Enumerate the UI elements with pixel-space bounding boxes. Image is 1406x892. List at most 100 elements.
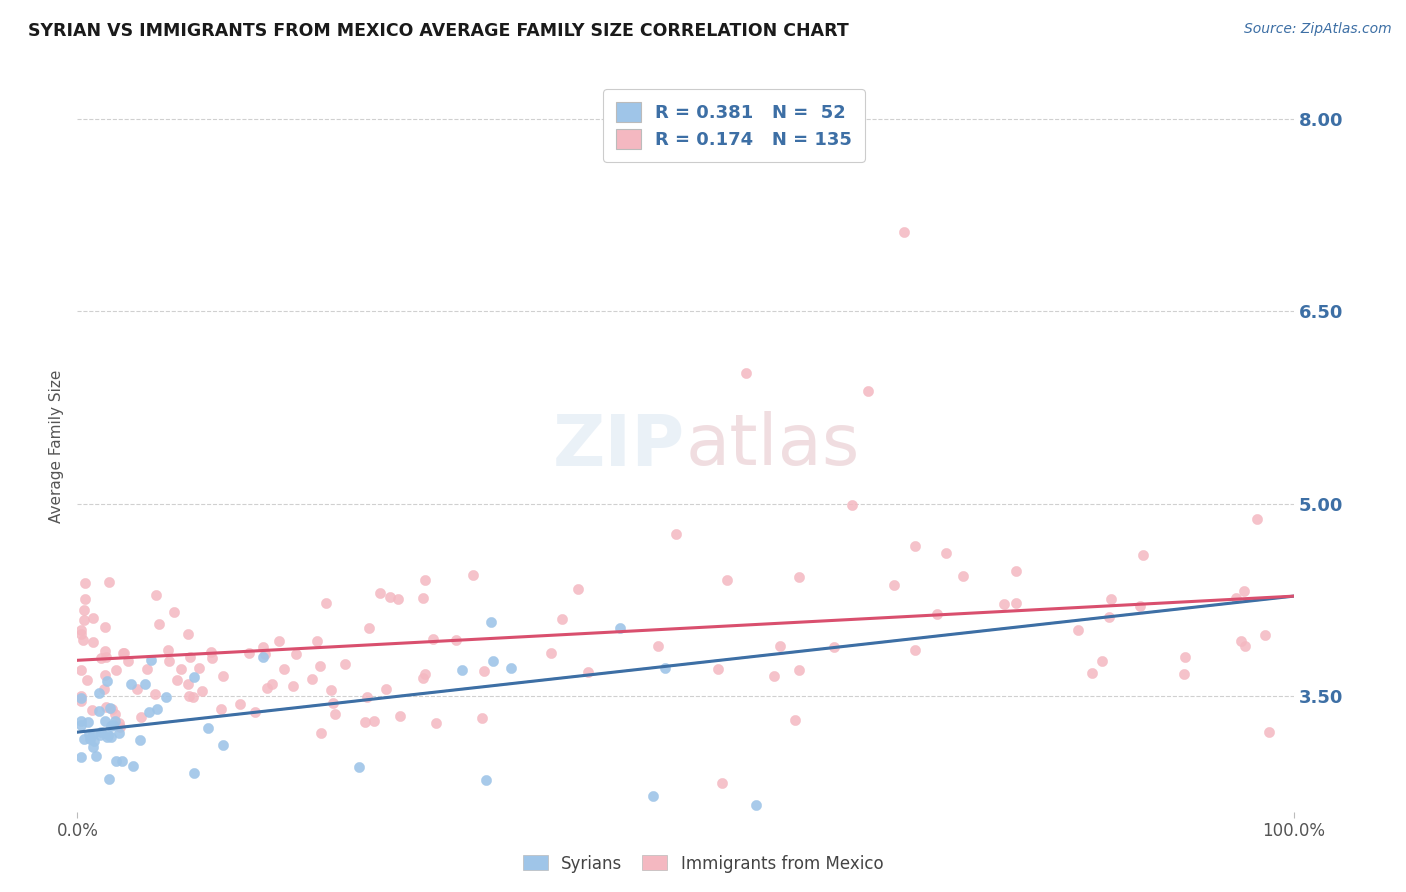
Point <box>82 740 104 755</box>
Point <box>70 623 93 637</box>
Point <box>935 546 957 560</box>
Point <box>128 733 150 747</box>
Point <box>415 573 437 587</box>
Point <box>475 772 498 787</box>
Point <box>134 677 156 691</box>
Point <box>1091 654 1114 668</box>
Point <box>281 680 304 694</box>
Point <box>823 640 845 655</box>
Point <box>769 640 792 654</box>
Point <box>120 676 142 690</box>
Point <box>145 587 167 601</box>
Point <box>1234 639 1257 653</box>
Point <box>73 602 96 616</box>
Point <box>111 754 134 768</box>
Point <box>787 569 810 583</box>
Point <box>883 578 905 592</box>
Point <box>315 596 337 610</box>
Point <box>763 669 786 683</box>
Point <box>76 673 98 688</box>
Point <box>156 643 179 657</box>
Point <box>135 662 157 676</box>
Point <box>155 690 177 704</box>
Point <box>104 663 127 677</box>
Point <box>1004 564 1026 578</box>
Point <box>70 664 93 678</box>
Point <box>229 697 252 711</box>
Point <box>309 658 332 673</box>
Point <box>211 669 233 683</box>
Point <box>412 671 434 685</box>
Point <box>665 527 688 541</box>
Point <box>482 654 505 668</box>
Point <box>307 634 329 648</box>
Point <box>70 689 93 703</box>
Point <box>904 539 927 553</box>
Point <box>1258 725 1281 739</box>
Point <box>77 726 100 740</box>
Point <box>311 726 333 740</box>
Point <box>110 720 132 734</box>
Point <box>472 664 495 678</box>
Point <box>82 611 104 625</box>
Point <box>1174 650 1197 665</box>
Point <box>567 582 589 596</box>
Point <box>273 662 295 676</box>
Point <box>148 617 170 632</box>
Text: ZIP: ZIP <box>553 411 686 481</box>
Point <box>104 707 127 722</box>
Point <box>107 726 129 740</box>
Point <box>378 590 401 604</box>
Point <box>111 646 134 660</box>
Point <box>284 647 307 661</box>
Point <box>787 663 810 677</box>
Point <box>499 661 522 675</box>
Point <box>100 718 122 732</box>
Point <box>301 672 323 686</box>
Point <box>745 798 768 813</box>
Point <box>121 759 143 773</box>
Point <box>735 366 758 380</box>
Point <box>387 592 409 607</box>
Point <box>73 732 96 747</box>
Point <box>359 621 381 635</box>
Point <box>716 573 738 587</box>
Point <box>80 702 103 716</box>
Point <box>252 650 274 665</box>
Point <box>112 646 135 660</box>
Point <box>83 733 105 747</box>
Point <box>117 654 139 668</box>
Point <box>104 714 127 729</box>
Point <box>138 706 160 720</box>
Text: atlas: atlas <box>686 411 860 481</box>
Point <box>363 714 385 729</box>
Point <box>654 661 676 675</box>
Point <box>333 657 356 671</box>
Point <box>179 689 201 703</box>
Point <box>356 690 378 704</box>
Point <box>90 651 112 665</box>
Point <box>70 717 93 731</box>
Point <box>856 384 879 398</box>
Point <box>97 574 120 589</box>
Point <box>422 632 444 646</box>
Point <box>105 754 128 768</box>
Point <box>319 682 342 697</box>
Point <box>183 765 205 780</box>
Legend: R = 0.381   N =  52, R = 0.174   N = 135: R = 0.381 N = 52, R = 0.174 N = 135 <box>603 89 865 161</box>
Point <box>267 634 290 648</box>
Point <box>139 653 162 667</box>
Point <box>647 639 669 653</box>
Point <box>1253 628 1275 642</box>
Point <box>413 666 436 681</box>
Point <box>1005 597 1028 611</box>
Point <box>157 654 180 668</box>
Point <box>1129 599 1152 614</box>
Point <box>1225 591 1247 606</box>
Point <box>451 663 474 677</box>
Point <box>177 627 200 641</box>
Point <box>73 613 96 627</box>
Text: SYRIAN VS IMMIGRANTS FROM MEXICO AVERAGE FAMILY SIZE CORRELATION CHART: SYRIAN VS IMMIGRANTS FROM MEXICO AVERAGE… <box>28 22 849 40</box>
Point <box>368 585 391 599</box>
Point <box>262 676 284 690</box>
